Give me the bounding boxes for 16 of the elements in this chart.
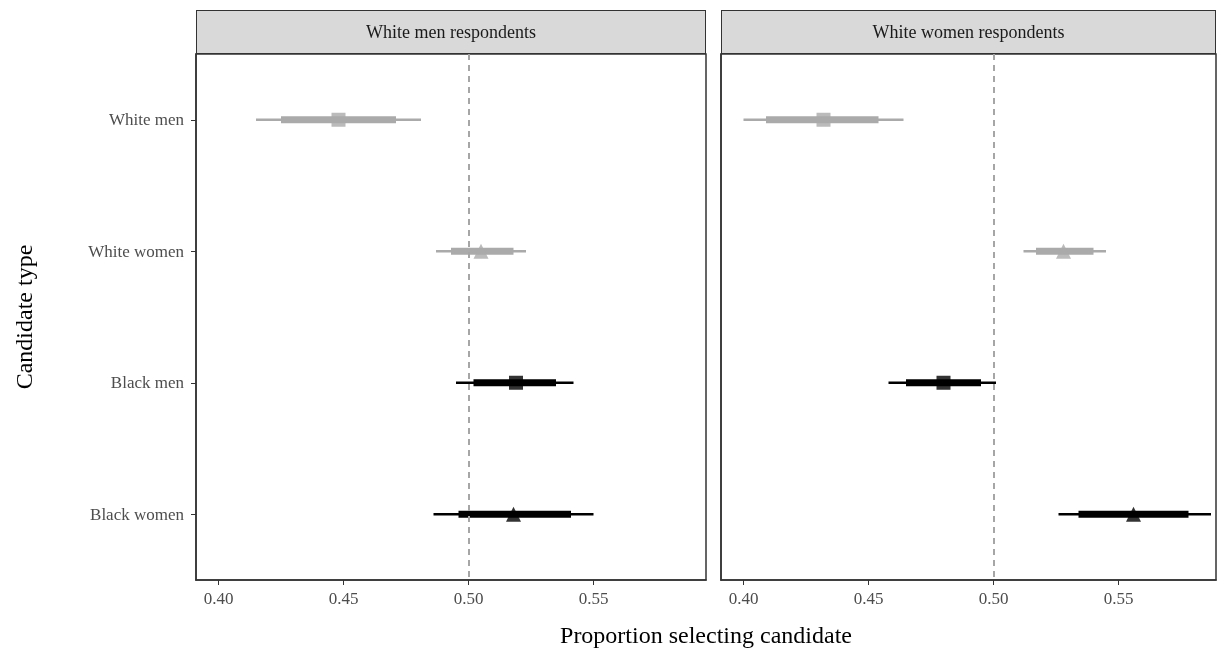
y-tick-label: Black men <box>110 373 185 393</box>
x-tick-label: 0.55 <box>578 589 609 608</box>
x-tick-label: 0.40 <box>203 589 234 608</box>
y-axis-title: Candidate type <box>11 244 37 390</box>
chart-title: White men respondents <box>196 10 706 54</box>
x-tick-label: 0.50 <box>453 589 484 608</box>
x-tick-label: 0.50 <box>978 589 1009 608</box>
y-tick-label: Black women <box>90 504 185 524</box>
x-tick-label: 0.45 <box>853 589 884 608</box>
chart-title: White women respondents <box>721 10 1216 54</box>
x-tick-label: 0.40 <box>728 589 759 608</box>
x-tick-label: 0.45 <box>328 589 359 608</box>
y-tick-label: White men <box>108 110 185 130</box>
x-tick-label: 0.55 <box>1103 589 1134 608</box>
x-axis-title: Proportion selecting candidate <box>559 622 853 649</box>
y-tick-label: White women <box>88 241 185 261</box>
